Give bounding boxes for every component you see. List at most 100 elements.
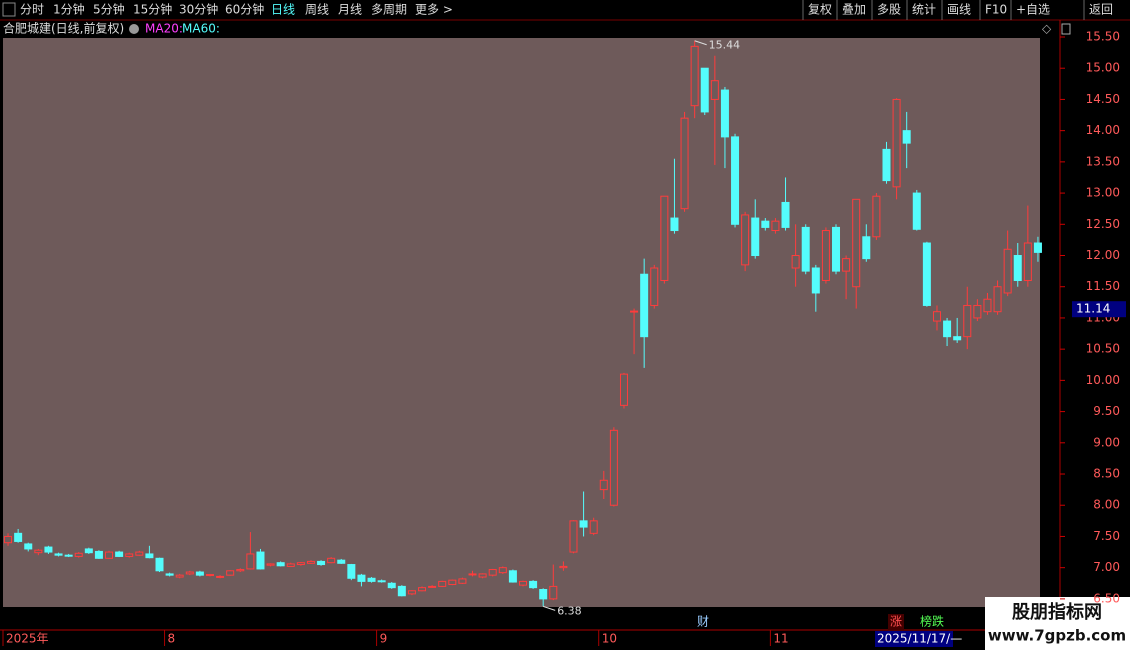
candle-body (700, 67, 709, 113)
candle-body (640, 273, 649, 338)
toolbar-button[interactable]: 周线 (305, 3, 329, 17)
candle-body (953, 336, 962, 341)
menu-icon[interactable] (2, 2, 16, 17)
candle-body (276, 562, 285, 567)
candle-body (549, 585, 558, 600)
toolbar-button[interactable]: 5分钟 (93, 2, 125, 17)
y-tick-label: 8.00 (1093, 498, 1120, 512)
candle-body (135, 551, 144, 556)
toolbar-button[interactable]: 叠加 (842, 3, 866, 17)
candle-body (347, 564, 356, 579)
finance-tag[interactable]: 财 (697, 615, 709, 629)
candle-body (630, 310, 639, 313)
candle-body (458, 578, 467, 584)
candle-body (599, 479, 608, 491)
candle-body (84, 548, 93, 554)
candle-body (4, 535, 13, 544)
toolbar-button[interactable]: 多股 (877, 3, 901, 17)
toolbar-button[interactable]: 30分钟 (179, 2, 218, 17)
candle-body (377, 580, 386, 583)
dropdown-icon[interactable] (129, 24, 139, 34)
rise-box (888, 614, 904, 630)
candle-body (912, 192, 921, 230)
candle-body (306, 560, 315, 564)
candle-body (519, 580, 527, 586)
candle-body (155, 557, 164, 572)
diamond-icon[interactable]: ◇ (1042, 22, 1052, 36)
candle-body (357, 574, 366, 582)
candle-body (105, 551, 114, 559)
candle-body (943, 320, 952, 338)
watermark-box (985, 597, 1130, 650)
candle-body (902, 130, 911, 144)
toolbar-button[interactable]: 分时 (20, 3, 44, 17)
y-tick-label: 13.50 (1086, 154, 1120, 168)
y-tick-label: 14.00 (1086, 123, 1120, 137)
y-tick-label: 15.50 (1086, 30, 1120, 44)
candle-body (488, 569, 497, 576)
low-pointer (543, 605, 556, 611)
candle-body (14, 532, 23, 542)
toolbar-button[interactable]: +自选 (1016, 3, 1050, 17)
rank-tag[interactable]: 榜跌 (920, 614, 944, 629)
candle-body (205, 574, 214, 577)
y-tick-label: 10.50 (1086, 342, 1120, 356)
candle-body (720, 89, 729, 138)
candle-body (24, 543, 33, 550)
candle-body (256, 551, 265, 570)
candle-body (115, 551, 124, 557)
candle-body (1013, 255, 1022, 281)
candle-body (731, 136, 740, 225)
candle-body (44, 546, 53, 553)
candle-body (771, 220, 780, 232)
plot-area (3, 38, 1040, 607)
rise-tag[interactable]: 涨 (890, 614, 902, 629)
toolbar-button[interactable]: 月线 (338, 3, 362, 17)
candle-body (428, 585, 437, 588)
candle-body (54, 553, 63, 556)
toolbar-button[interactable]: 画线 (947, 3, 971, 17)
candle-body (236, 569, 245, 572)
toolbar-button[interactable]: 更多 > (415, 3, 453, 17)
toolbar-button[interactable]: 返回 (1089, 3, 1113, 17)
x-tick-label: 8 (168, 632, 176, 646)
candle-body (1003, 248, 1012, 294)
candle-body (539, 589, 548, 600)
toolbar-button[interactable]: 统计 (912, 3, 936, 17)
y-tick-label: 13.00 (1086, 186, 1120, 200)
toolbar-button[interactable]: 15分钟 (133, 2, 172, 17)
candle-body (1033, 242, 1042, 253)
candle-body (448, 579, 457, 586)
candle-body (932, 311, 941, 322)
candle-body (983, 298, 992, 313)
high-pointer (694, 40, 707, 46)
y-tick-label: 14.50 (1086, 92, 1120, 106)
toolbar-button[interactable]: 复权 (808, 3, 832, 17)
toolbar-button[interactable]: F10 (985, 3, 1007, 17)
price-marker-box (1072, 301, 1126, 318)
candle-body (559, 565, 568, 569)
candle-body (337, 559, 346, 564)
candle-body (791, 255, 800, 269)
candle-body (619, 373, 628, 406)
candle-body (397, 585, 406, 597)
low-label: 6.38 (557, 604, 582, 617)
toolbar-button[interactable]: 日线 (271, 3, 295, 17)
candle-body (508, 570, 517, 583)
toolbar-button[interactable]: 60分钟 (225, 2, 264, 17)
x-tick-label: 2025年 (6, 632, 49, 646)
y-tick-label: 12.00 (1086, 248, 1120, 262)
candle-body (438, 580, 447, 587)
candle-body (1023, 242, 1032, 281)
candle-body (387, 582, 396, 589)
candle-body (680, 117, 689, 210)
toolbar-button[interactable]: 1分钟 (53, 2, 85, 17)
candle-body (892, 98, 901, 188)
candle-body (175, 574, 184, 578)
candle-body (529, 580, 538, 589)
panel-icon[interactable] (1061, 23, 1071, 35)
candle-body (660, 195, 669, 281)
candle-body (266, 563, 275, 566)
candle-body (862, 236, 871, 260)
toolbar-button[interactable]: 多周期 (371, 3, 407, 17)
